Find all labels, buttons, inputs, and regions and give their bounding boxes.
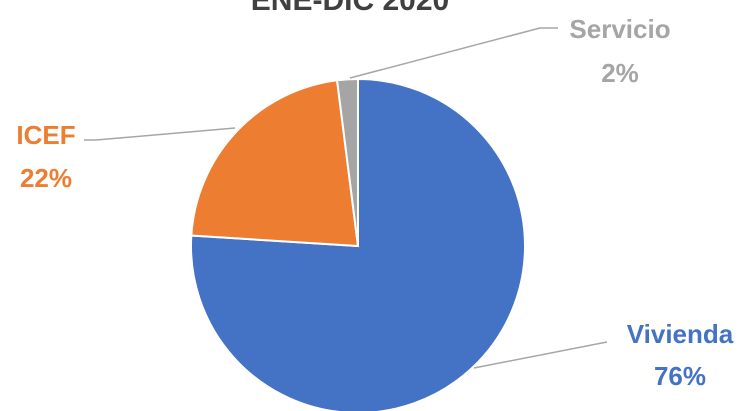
slice-label-servicio-name: Servicio xyxy=(569,14,670,44)
slice-label-vivienda-percent: 76% xyxy=(654,361,706,391)
leader-line-icef xyxy=(84,127,236,141)
pie-slice-icef xyxy=(190,79,360,248)
slice-label-icef-name: ICEF xyxy=(16,120,75,150)
pie-slice-servicio xyxy=(335,77,359,247)
slice-label-servicio-percent: 2% xyxy=(601,58,639,88)
leader-lines xyxy=(84,27,608,369)
slice-label-icef-percent: 22% xyxy=(20,163,72,193)
pie-slices xyxy=(190,77,526,411)
chart-title: ENE-DIC 2020 xyxy=(251,0,449,17)
pie-slice-vivienda xyxy=(190,77,526,411)
slice-label-vivienda-name: Vivienda xyxy=(627,319,734,349)
leader-line-vivienda xyxy=(473,341,608,369)
leader-line-servicio xyxy=(349,27,558,79)
